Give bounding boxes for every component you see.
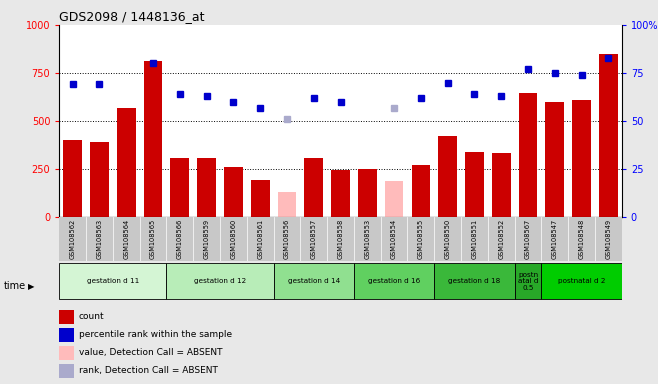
Text: gestation d 16: gestation d 16 (368, 278, 420, 284)
Text: GSM108559: GSM108559 (203, 219, 209, 259)
Text: count: count (79, 312, 105, 321)
Bar (143, 61, 163, 217)
Bar (434, 263, 515, 300)
Text: gestation d 14: gestation d 14 (288, 278, 340, 284)
Text: GSM108560: GSM108560 (230, 219, 236, 260)
Text: gestation d 18: gestation d 18 (448, 278, 501, 284)
Text: time: time (3, 281, 26, 291)
Bar (59, 263, 166, 300)
Bar (117, 108, 136, 217)
Bar (305, 159, 323, 217)
Bar (63, 140, 82, 217)
Text: GSM108567: GSM108567 (525, 219, 531, 260)
Text: GSM108566: GSM108566 (177, 219, 183, 260)
Bar (492, 153, 511, 217)
Text: GSM108553: GSM108553 (365, 219, 370, 259)
Bar (331, 170, 350, 217)
Text: GSM108547: GSM108547 (552, 219, 558, 260)
Bar (515, 263, 542, 300)
Text: value, Detection Call = ABSENT: value, Detection Call = ABSENT (79, 348, 222, 358)
Bar (251, 180, 270, 217)
Text: gestation d 11: gestation d 11 (87, 278, 139, 284)
Text: postn
atal d
0.5: postn atal d 0.5 (518, 272, 538, 291)
Bar (545, 102, 564, 217)
Bar (358, 169, 376, 217)
Text: ▶: ▶ (28, 281, 34, 291)
Text: gestation d 12: gestation d 12 (194, 278, 246, 284)
Text: GSM108548: GSM108548 (578, 219, 584, 260)
Bar (170, 159, 189, 217)
Bar (385, 182, 403, 217)
Text: percentile rank within the sample: percentile rank within the sample (79, 330, 232, 339)
Text: GSM108554: GSM108554 (391, 219, 397, 260)
Text: GSM108556: GSM108556 (284, 219, 290, 260)
Bar (197, 159, 216, 217)
Text: GSM108564: GSM108564 (123, 219, 129, 260)
Text: postnatal d 2: postnatal d 2 (558, 278, 605, 284)
Bar (519, 93, 538, 217)
Bar (411, 165, 430, 217)
Bar (166, 263, 274, 300)
Text: GSM108561: GSM108561 (257, 219, 263, 259)
Text: GSM108550: GSM108550 (445, 219, 451, 260)
Bar (278, 192, 296, 217)
Bar (274, 263, 354, 300)
Bar (572, 100, 591, 217)
Text: GSM108555: GSM108555 (418, 219, 424, 260)
Text: GDS2098 / 1448136_at: GDS2098 / 1448136_at (59, 10, 205, 23)
Bar (354, 263, 434, 300)
Text: rank, Detection Call = ABSENT: rank, Detection Call = ABSENT (79, 366, 218, 376)
Text: GSM108557: GSM108557 (311, 219, 316, 260)
Bar (224, 167, 243, 217)
Bar (599, 54, 618, 217)
Bar (542, 263, 622, 300)
Text: GSM108565: GSM108565 (150, 219, 156, 260)
Bar (438, 136, 457, 217)
Text: GSM108551: GSM108551 (472, 219, 478, 259)
Text: GSM108549: GSM108549 (605, 219, 611, 259)
Text: GSM108563: GSM108563 (97, 219, 103, 259)
Text: GSM108558: GSM108558 (338, 219, 343, 260)
Bar (465, 152, 484, 217)
Text: GSM108562: GSM108562 (70, 219, 76, 260)
Text: GSM108552: GSM108552 (498, 219, 504, 260)
Bar (90, 142, 109, 217)
